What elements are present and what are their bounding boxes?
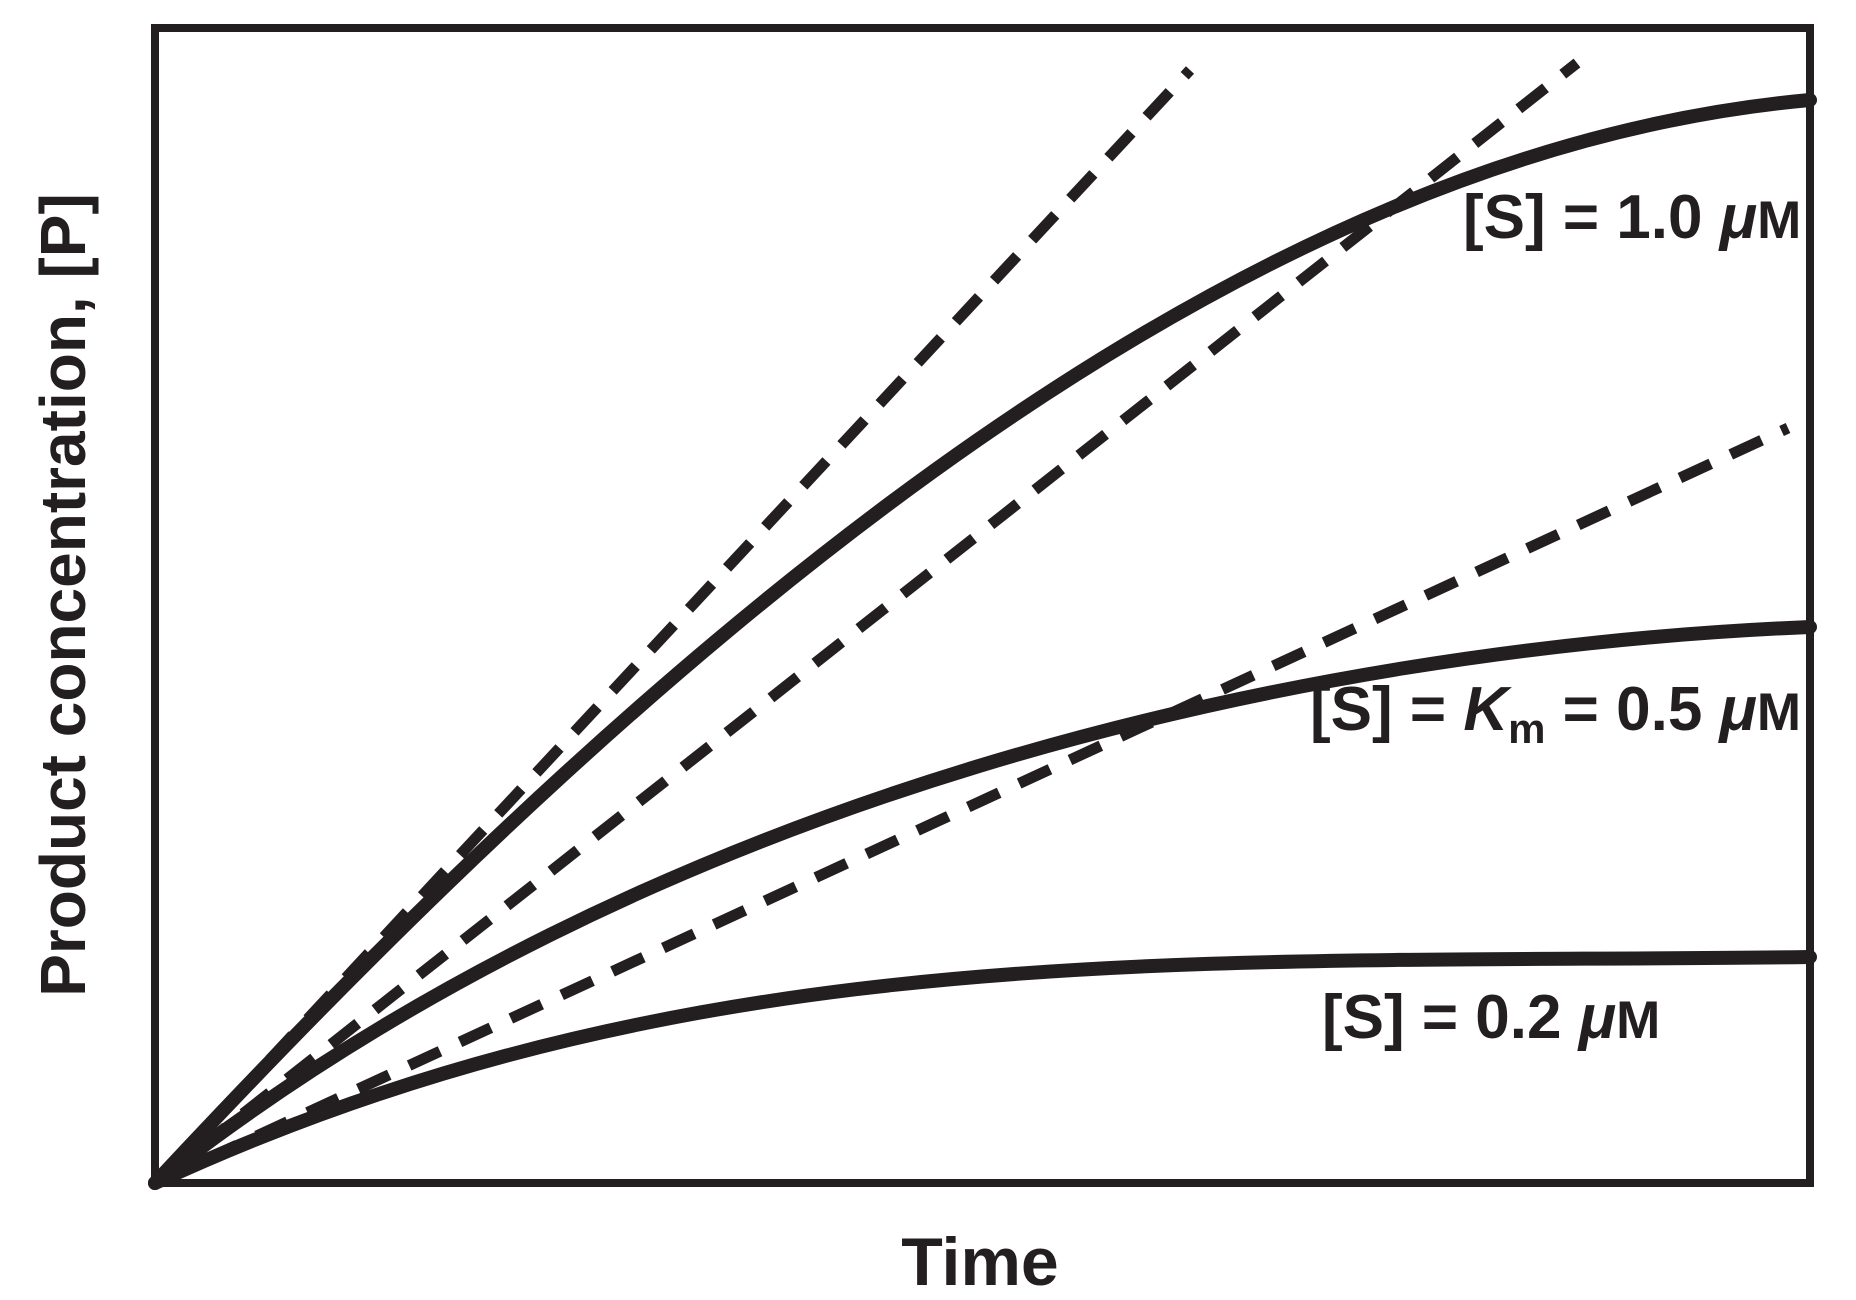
tangent-line-0-5-um [151,58,1581,1188]
progress-curve-0-2-um [148,950,1817,1190]
plot-frame [151,24,1814,1187]
label-km-value: = 0.5 [1545,675,1719,744]
tangent-line-0-2-um [152,423,1791,1188]
x-axis-label: Time [901,1224,1058,1300]
km-subscript: m [1508,705,1545,752]
mu-symbol: μ [1577,983,1616,1052]
mu-symbol: μ [1718,183,1757,252]
label-s-0-2-um-text: [S] = 0.2 [1322,983,1579,1052]
progress-curve-1-0-um [148,93,1817,1190]
mu-symbol: μ [1718,675,1757,744]
y-axis-label: Product concentration, [P] [27,193,99,997]
label-km-prefix: [S] = [1310,675,1463,744]
label-s-1-0-um: [S] = 1.0 μM [1463,183,1801,252]
label-s-1-0-um-text: [S] = 1.0 [1463,183,1720,252]
molar-unit: M [1757,191,1801,250]
molar-unit: M [1616,991,1660,1050]
label-s-0-2-um: [S] = 0.2 μM [1322,983,1660,1052]
progress-curve-0-5-um [148,620,1817,1190]
label-s-km-0-5-um: [S] = Km = 0.5 μM [1310,675,1801,752]
molar-unit: M [1757,683,1801,742]
km-symbol: K [1463,675,1512,744]
